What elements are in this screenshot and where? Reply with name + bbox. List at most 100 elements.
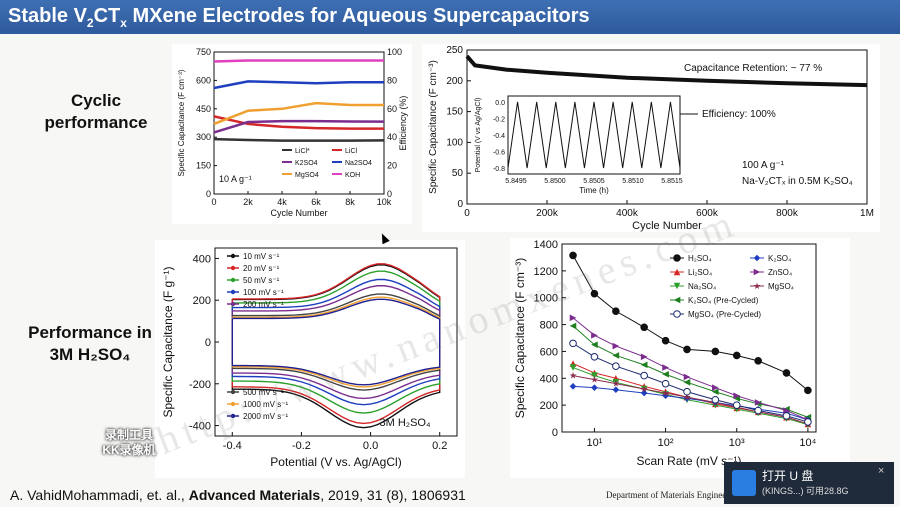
data-point	[661, 379, 670, 388]
legend-marker	[230, 401, 236, 407]
legend-label: 20 mV s⁻¹	[243, 264, 280, 273]
data-point	[612, 307, 620, 315]
legend-label: MgSO4	[295, 172, 319, 179]
series-line	[213, 80, 384, 90]
data-point	[782, 412, 791, 420]
legend-marker	[230, 289, 236, 295]
data-point	[640, 361, 648, 369]
x-tick-label: 10³	[729, 437, 745, 449]
data-point	[683, 379, 691, 386]
y-tick-label: 450	[196, 104, 211, 114]
legend-label: 200 mV s⁻¹	[243, 300, 284, 309]
slide-title: Stable V2CTx MXene Electrodes for Aqueou…	[8, 5, 590, 30]
data-point: ★	[662, 388, 670, 398]
data-point	[733, 392, 741, 400]
close-icon[interactable]: ×	[878, 465, 885, 477]
y-tick-label: 0	[205, 337, 211, 349]
y-tick-label: 150	[446, 107, 463, 118]
y-tick-label: 0	[457, 199, 463, 210]
legend-label: LiCl	[345, 148, 358, 155]
data-point	[569, 251, 577, 260]
data-point	[591, 384, 598, 391]
legend-marker	[673, 310, 681, 318]
data-point: ★	[569, 371, 577, 381]
legend-label: H₂SO₄	[688, 254, 712, 263]
chart-rate-capability: 10¹ 10² 10³ 10⁴ 0 200 400 600 800 1000 1200 1400 Sca…	[510, 238, 850, 478]
data-point	[712, 388, 719, 396]
data-point	[804, 418, 812, 426]
x-tick-label: 10k	[377, 197, 392, 207]
y-tick-label: -400	[189, 421, 211, 433]
x-tick-label: 10⁴	[799, 437, 816, 449]
cv-curve	[231, 285, 441, 400]
inset-x-tick-label: 5.8495	[505, 178, 527, 185]
data-point	[569, 364, 577, 371]
electrolyte-label: Na-V₂CTₓ in 0.5M K₂SO₄	[742, 176, 853, 187]
inset-x-tick-label: 5.8500	[544, 178, 566, 185]
plot-frame	[561, 243, 817, 433]
y-tick-label: 100	[446, 137, 463, 148]
data-point	[569, 339, 577, 348]
x-axis-label: Scan Rate (mV s⁻¹)	[636, 454, 741, 468]
data-point	[711, 395, 720, 404]
data-point	[732, 351, 741, 360]
data-point	[754, 406, 762, 415]
data-point	[612, 379, 620, 386]
y-tick-label: 300	[196, 132, 211, 142]
chart-cycling-10k: 0 2k 4k 6k 8k 10k 0 150 300 450 600 750 0 20 40 60 80 100…	[172, 44, 412, 224]
y-tick-label: 400	[540, 373, 558, 385]
series-line	[213, 137, 385, 142]
inset-x-tick-label: 5.8515	[661, 178, 683, 185]
usb-drive-icon	[732, 470, 756, 496]
legend-label: K₂SO₄ (Pre-Cycled)	[688, 296, 759, 305]
x-axis-label: Cycle Number	[632, 220, 702, 232]
legend-marker	[673, 268, 681, 276]
cv-curve	[231, 270, 441, 414]
data-point	[782, 369, 791, 377]
data-point	[754, 399, 762, 406]
usb-notification-detail: (KINGS...) 可用28.8G	[762, 486, 849, 496]
legend-marker	[230, 277, 236, 283]
legend-label: LiCl*	[295, 148, 310, 155]
legend-label: 500 mV s⁻¹	[243, 388, 284, 397]
legend-label: 10 mV s⁻¹	[243, 252, 280, 261]
data-point	[612, 352, 620, 359]
y2-tick-label: 0	[387, 189, 392, 199]
legend-label: Li₂SO₄	[688, 268, 712, 277]
legend-label: 2000 mV s⁻¹	[243, 412, 288, 421]
usb-notification[interactable]: 打开 U 盘 (KINGS...) 可用28.8G ×	[724, 462, 894, 504]
legend-marker	[753, 254, 761, 262]
legend-label: K₂SO₄	[768, 254, 791, 263]
recorder-watermark: 录制工具 KK录像机	[84, 428, 174, 458]
legend-label: MgSO₄ (Pre-Cycled)	[688, 310, 761, 319]
data-point	[591, 341, 598, 349]
series-line	[213, 119, 385, 134]
data-point	[754, 357, 762, 365]
x-axis-label: Potential (V vs. Ag/AgCl)	[270, 455, 401, 469]
data-point	[732, 401, 741, 409]
cv-curve	[231, 293, 441, 391]
y-axis-label: Specific Capacitance (F cm⁻³)	[177, 69, 186, 176]
data-point	[591, 332, 598, 339]
y-tick-label: 150	[196, 161, 211, 171]
x-tick-label: -0.4	[223, 440, 242, 452]
x-tick-label: 8k	[345, 197, 355, 207]
legend-label: 50 mV s⁻¹	[243, 276, 280, 285]
data-point	[683, 395, 691, 402]
legend-label: Na₂SO₄	[688, 282, 716, 291]
y-tick-label: 50	[452, 168, 464, 179]
series-line	[572, 317, 809, 421]
data-point	[612, 386, 620, 393]
inset-y-tick-label: -0.4	[493, 133, 505, 140]
data-point	[804, 386, 812, 395]
section-label-performance: Performance in 3M H₂SO₄	[28, 323, 152, 364]
legend-label: 100 mV s⁻¹	[243, 288, 284, 297]
x-tick-label: 200k	[536, 208, 559, 219]
legend-marker	[230, 301, 236, 307]
y-tick-label: -200	[189, 379, 211, 391]
y-axis-label: Specific Capacitance (F cm⁻³)	[428, 60, 439, 194]
retention-line	[465, 54, 868, 88]
x-tick-label: 6k	[311, 197, 321, 207]
chart-cv-curves: -0.4 -0.2 0.0 0.2 -400 -200 0 200 400 Potential (…	[155, 240, 465, 478]
legend-label: KOH	[345, 172, 360, 179]
